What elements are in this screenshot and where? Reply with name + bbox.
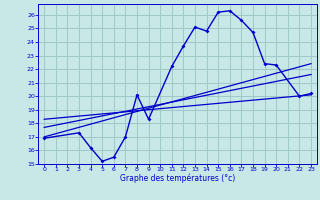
X-axis label: Graphe des températures (°c): Graphe des températures (°c): [120, 174, 235, 183]
